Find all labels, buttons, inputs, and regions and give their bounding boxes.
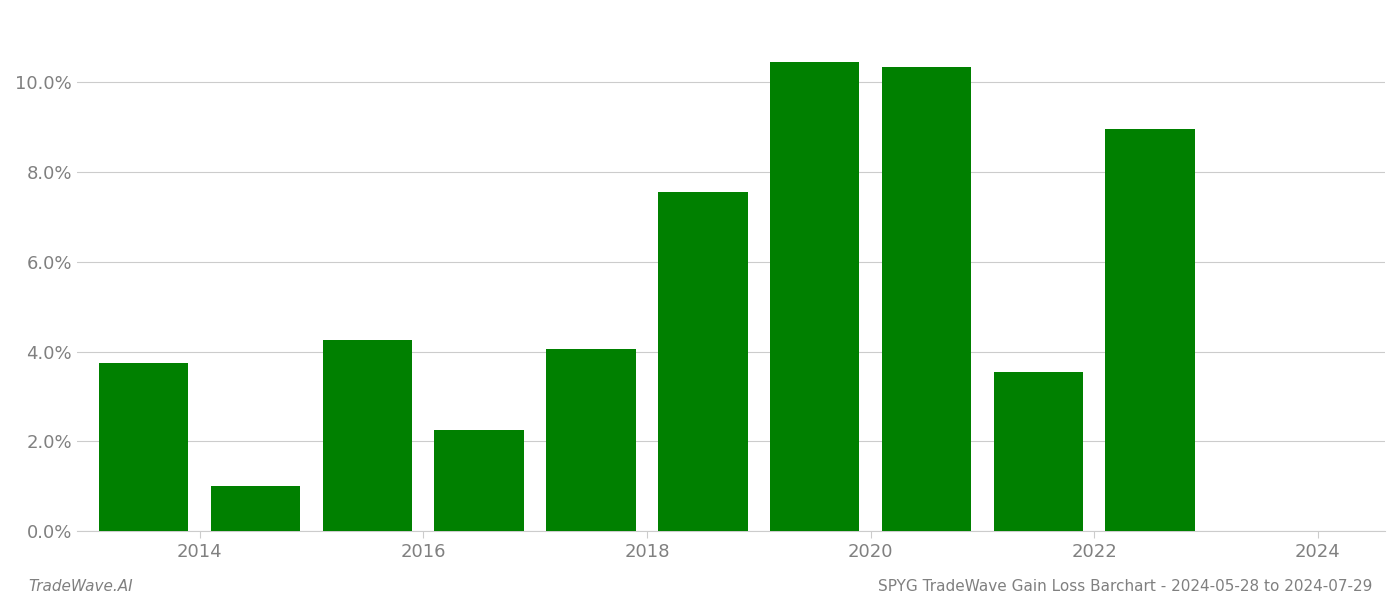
Bar [994, 372, 1084, 531]
Bar [546, 349, 636, 531]
Bar [770, 62, 860, 531]
Bar [882, 67, 972, 531]
Bar [211, 487, 300, 531]
Text: TradeWave.AI: TradeWave.AI [28, 579, 133, 594]
Bar [434, 430, 524, 531]
Text: SPYG TradeWave Gain Loss Barchart - 2024-05-28 to 2024-07-29: SPYG TradeWave Gain Loss Barchart - 2024… [878, 579, 1372, 594]
Bar [658, 193, 748, 531]
Bar [99, 363, 189, 531]
Bar [1106, 130, 1194, 531]
Bar [322, 340, 412, 531]
